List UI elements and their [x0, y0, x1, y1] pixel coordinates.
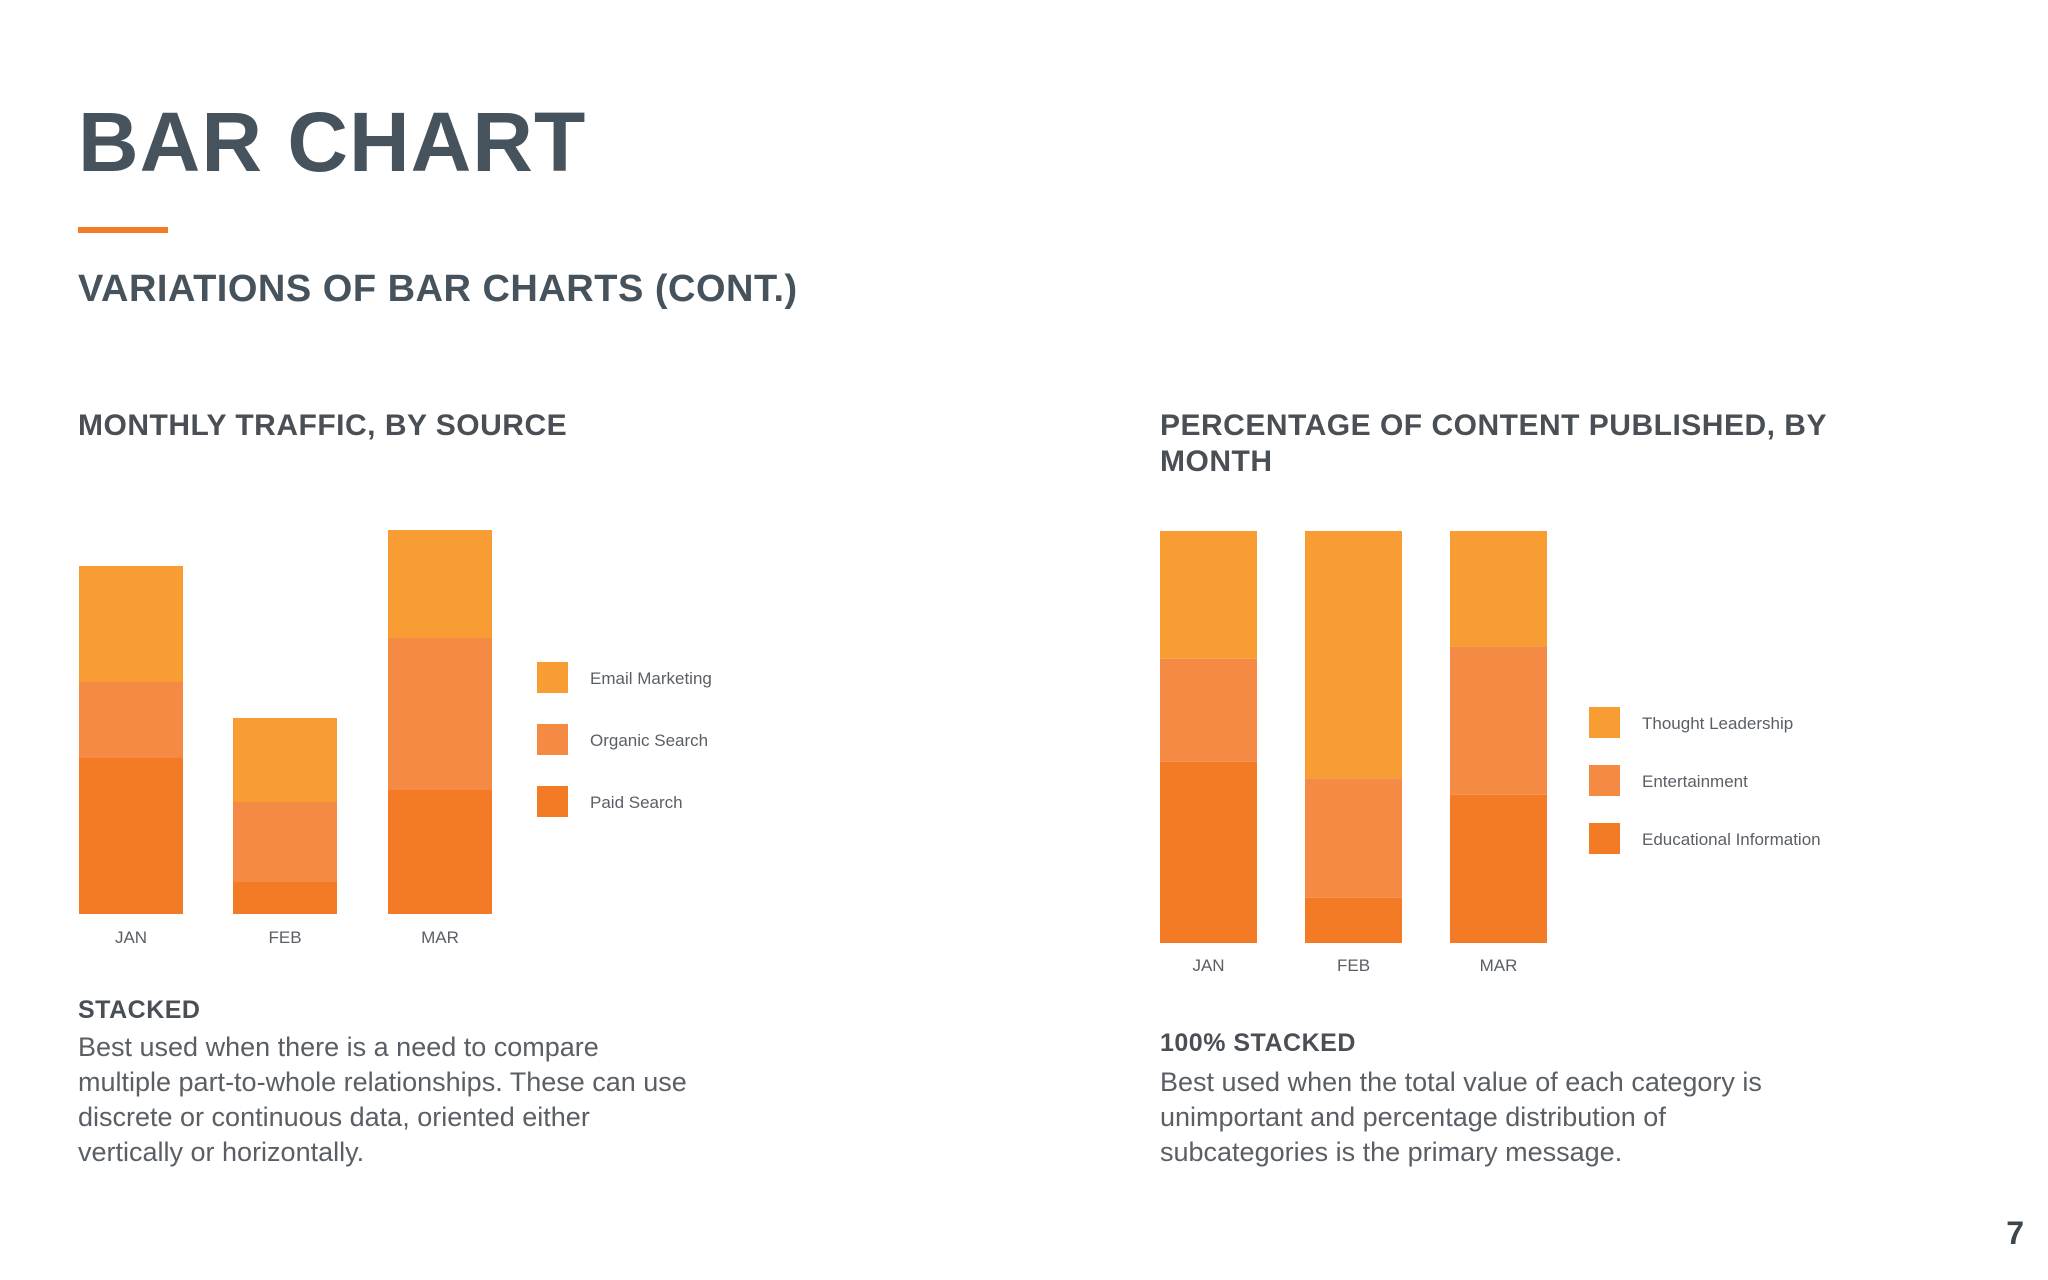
- bar-feb-organic-search: [233, 802, 337, 882]
- right-description-heading: 100% STACKED: [1160, 1029, 1356, 1057]
- x-tick-label: FEB: [268, 928, 301, 947]
- legend-label-paid-search: Paid Search: [590, 793, 683, 812]
- left-chart-title: MONTHLY TRAFFIC, BY SOURCE: [78, 409, 568, 442]
- bar-mar-entertainment: [1450, 646, 1547, 795]
- bar-feb-paid-search: [233, 882, 337, 914]
- percent-stacked-bar-chart: JAN FEB MAR Thought Leadership Entertainment…: [1160, 531, 1821, 975]
- bar-mar-organic-search: [388, 638, 492, 790]
- bar-mar-thought-leadership: [1450, 531, 1547, 647]
- bar-feb-entertainment: [1305, 778, 1402, 898]
- stacked-bar-chart: JAN FEB MAR Email Marketing Organic Search Pa…: [79, 530, 712, 947]
- right-description-body: Best used when the total value of each c…: [1160, 1067, 1762, 1167]
- bar-jan-thought-leadership: [1160, 531, 1257, 659]
- bar-mar-paid-search: [388, 790, 492, 914]
- right-chart-title: PERCENTAGE OF CONTENT PUBLISHED, BY MONT…: [1160, 409, 1827, 478]
- legend-swatch-email-marketing: [537, 662, 568, 693]
- bar-feb-educational-information: [1305, 897, 1402, 943]
- bar-mar-educational-information: [1450, 794, 1547, 943]
- x-tick-label: MAR: [1480, 956, 1518, 975]
- page-subtitle: VARIATIONS OF BAR CHARTS (CONT.): [78, 268, 798, 310]
- legend-swatch-organic-search: [537, 724, 568, 755]
- legend-label-educational-information: Educational Information: [1642, 830, 1821, 849]
- page-title: BAR CHART: [78, 95, 587, 189]
- legend-swatch-entertainment: [1589, 765, 1620, 796]
- left-description-heading: STACKED: [78, 996, 201, 1024]
- bar-jan-entertainment: [1160, 658, 1257, 762]
- legend-label-thought-leadership: Thought Leadership: [1642, 714, 1793, 733]
- legend-swatch-thought-leadership: [1589, 707, 1620, 738]
- page-number: 7: [2006, 1215, 2024, 1251]
- legend-label-email-marketing: Email Marketing: [590, 669, 712, 688]
- accent-divider: [78, 227, 168, 233]
- bar-jan-organic-search: [79, 682, 183, 758]
- bar-feb-thought-leadership: [1305, 531, 1402, 779]
- bar-jan-paid-search: [79, 758, 183, 914]
- legend-swatch-paid-search: [537, 786, 568, 817]
- left-description-body: Best used when there is a need to compar…: [78, 1032, 687, 1167]
- x-tick-label: MAR: [421, 928, 459, 947]
- bar-jan-email-marketing: [79, 566, 183, 682]
- legend-swatch-educational-information: [1589, 823, 1620, 854]
- x-tick-label: JAN: [1192, 956, 1224, 975]
- bar-feb-email-marketing: [233, 718, 337, 802]
- x-tick-label: JAN: [115, 928, 147, 947]
- legend-label-organic-search: Organic Search: [590, 731, 708, 750]
- bar-jan-educational-information: [1160, 761, 1257, 943]
- legend-label-entertainment: Entertainment: [1642, 772, 1748, 791]
- bar-mar-email-marketing: [388, 530, 492, 638]
- x-tick-label: FEB: [1337, 956, 1370, 975]
